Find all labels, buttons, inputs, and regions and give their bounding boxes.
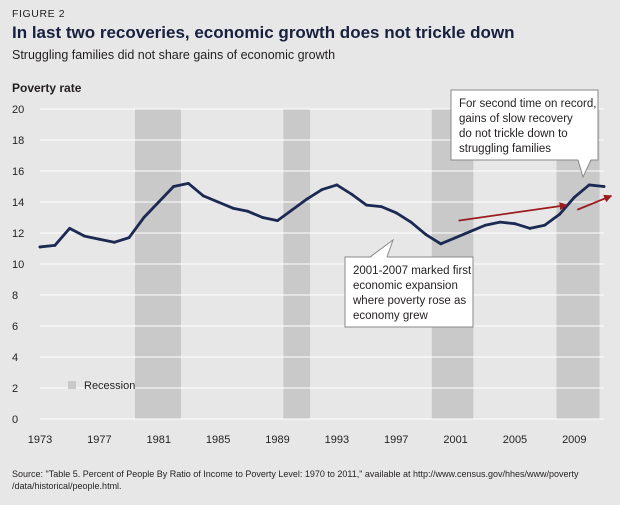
data-point (379, 205, 383, 209)
y-tick-label: 18 (12, 135, 24, 147)
data-point (157, 200, 161, 204)
y-tick-label: 16 (12, 166, 24, 178)
callout-pointer-outline-recovery (577, 159, 592, 179)
figure-label: FIGURE 2 (12, 8, 66, 20)
poverty-rate-line (38, 181, 606, 249)
data-point (572, 195, 576, 199)
callout-text-line: where poverty rose as (352, 295, 466, 307)
y-tick-label: 6 (12, 321, 18, 333)
data-point (276, 219, 279, 223)
x-tick-label: 2001 (443, 434, 467, 446)
data-point (320, 188, 324, 192)
callout-text-line: gains of slow recovery (459, 113, 573, 125)
chart-subtitle: Struggling families did not share gains … (12, 48, 336, 62)
data-point (439, 242, 443, 246)
data-point (231, 206, 235, 210)
callout-text-line: struggling families (459, 143, 551, 155)
trend-arrow-1 (458, 202, 568, 222)
x-tick-label: 1985 (206, 434, 230, 446)
data-point (127, 236, 131, 240)
data-point (305, 197, 309, 201)
y-tick-label: 4 (12, 352, 18, 364)
data-point (365, 203, 368, 207)
x-tick-label: 1977 (87, 434, 111, 446)
legend-label: Recession (84, 380, 135, 392)
trend-arrow-2 (576, 194, 613, 211)
y-tick-label: 8 (12, 290, 18, 302)
data-point (513, 222, 517, 226)
data-point (350, 192, 354, 196)
x-tick-label: 2009 (562, 434, 586, 446)
data-point (53, 244, 57, 247)
callout-pointer-recovery (578, 159, 591, 177)
x-tick-label: 1981 (146, 434, 170, 446)
data-point (469, 230, 472, 233)
callout-text-line: economy grew (353, 310, 428, 322)
callout-box-recovery (450, 89, 599, 161)
callout-text-line: 2001-2007 marked first (353, 265, 472, 277)
callout-text-line: For second time on record, (459, 98, 596, 110)
data-point (187, 182, 190, 185)
data-point (246, 209, 250, 213)
data-point (112, 240, 116, 244)
data-point (558, 213, 561, 216)
data-point (290, 208, 294, 212)
data-point (142, 216, 146, 219)
callout-text-line: economic expansion (353, 280, 458, 292)
data-point (172, 185, 175, 188)
data-point (409, 220, 413, 224)
data-point (335, 183, 339, 187)
x-tick-label: 1993 (325, 434, 349, 446)
data-point (543, 223, 547, 227)
callout-text-line: do not trickle down to (459, 128, 568, 140)
x-tick-label: 1973 (28, 434, 52, 446)
callout-pointer-outline-expansion (369, 238, 395, 258)
y-tick-label: 12 (12, 228, 24, 240)
data-point (602, 185, 606, 188)
x-tick-label: 2005 (503, 434, 527, 446)
data-point (498, 220, 502, 224)
data-point (483, 223, 487, 227)
y-tick-label: 14 (12, 197, 24, 209)
data-point (216, 200, 220, 204)
data-point (68, 226, 72, 230)
y-tick-label: 10 (12, 259, 24, 271)
x-tick-label: 1997 (384, 434, 408, 446)
y-tick-label: 2 (12, 383, 18, 395)
data-point (83, 234, 86, 238)
x-tick-label: 1989 (265, 434, 289, 446)
data-point (201, 194, 205, 198)
data-point (261, 216, 265, 219)
data-point (454, 236, 457, 240)
chart-title: In last two recoveries, economic growth … (12, 23, 515, 42)
y-axis-label: Poverty rate (12, 81, 82, 95)
data-point (587, 183, 591, 187)
legend-swatch (68, 381, 76, 389)
data-point (97, 237, 101, 241)
source-note: Source: "Table 5. Percent of People By R… (12, 469, 579, 491)
data-point (424, 233, 428, 236)
y-tick-label: 0 (12, 414, 18, 426)
callout-box-expansion (344, 256, 474, 328)
data-point (528, 226, 532, 230)
data-point (38, 245, 42, 249)
data-point (394, 211, 398, 215)
y-tick-label: 20 (12, 104, 24, 116)
